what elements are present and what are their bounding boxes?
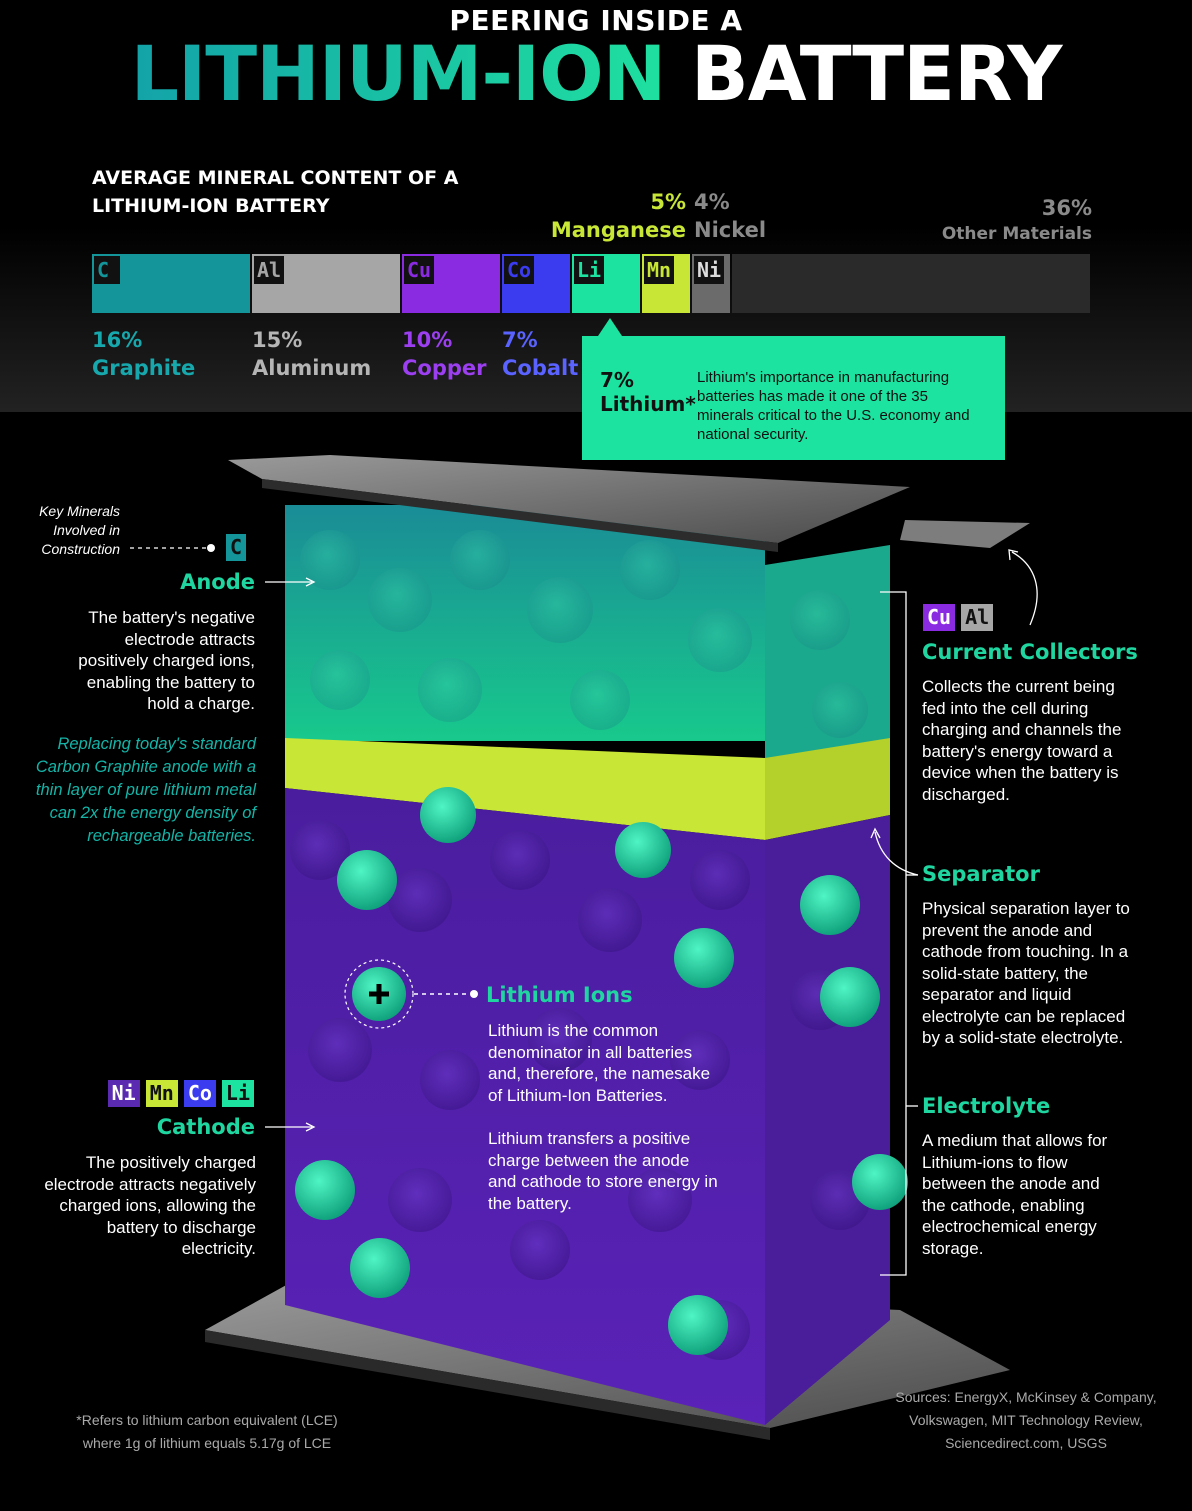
bar-segment-copper: Cu <box>402 254 500 313</box>
key-minerals-label: Key Minerals Involved in Construction <box>39 503 120 557</box>
battery-illustration <box>130 455 1038 1440</box>
callout-arrow <box>598 318 622 336</box>
mineral-name: Manganese <box>550 218 686 242</box>
element-chip-ni: Ni <box>107 1080 140 1107</box>
current-collector-tab <box>900 520 1030 548</box>
bar-segment-graphite: C <box>92 254 250 313</box>
lithium-ions-text-1: Lithium is the common denominator in all… <box>488 1021 711 1105</box>
title-part-2: BATTERY <box>690 29 1063 118</box>
element-chip-cu: Cu <box>923 604 956 631</box>
battery-top-edge <box>262 479 778 552</box>
mineral-bar: C 16% Graphite Al 15% Aluminum Cu 10% Copper Co 7%… <box>0 0 1192 412</box>
cathode-side <box>765 815 890 1425</box>
cathode-chips: Ni Mn Co Li <box>104 1080 260 1107</box>
title-kicker: PEERING INSIDE A <box>449 4 743 37</box>
mineral-percent: 7% <box>502 328 538 352</box>
anode-layer <box>285 505 765 741</box>
element-chip-li: Li <box>221 1080 254 1107</box>
mineral-percent: 4% <box>694 190 730 214</box>
plus-icon <box>369 984 389 1004</box>
highlight-ring <box>344 959 414 1029</box>
footnote: *Refers to lithium carbon equivalent (LC… <box>76 1412 338 1451</box>
mineral-name: Graphite <box>92 356 196 380</box>
element-symbol: Al <box>254 256 285 284</box>
mineral-label: 15% Aluminum <box>252 326 371 382</box>
mineral-label: 36% Other Materials <box>942 196 1092 246</box>
collectors-heading: Current Collectors <box>922 640 1138 664</box>
separator-arrow <box>874 831 919 876</box>
separator-heading: Separator <box>922 862 1040 886</box>
mineral-percent: 36% <box>1041 196 1092 220</box>
mineral-label: 7% Cobalt <box>502 326 578 382</box>
cathode-description: The positively charged electrode attract… <box>44 1153 256 1258</box>
lithium-ion-particles <box>295 787 908 1355</box>
separator-description: Physical separation layer to prevent the… <box>922 899 1130 1047</box>
bar-segment-nickel: Ni <box>692 254 730 313</box>
ion-leader-dot <box>470 990 478 998</box>
lithium-callout-text: Lithium's importance in manufacturing ba… <box>697 369 970 443</box>
lithium-ions-text-2: Lithium transfers a positive charge betw… <box>488 1129 718 1213</box>
element-chip-al: Al <box>961 604 994 631</box>
mineral-percent: 10% <box>402 328 453 352</box>
mineral-name: Other Materials <box>941 224 1092 244</box>
title-part-1: LITHIUM-ION <box>130 29 667 118</box>
bar-segment-other-materials <box>732 254 1090 313</box>
lithium-callout: 7% Lithium* Lithium's importance in manuf… <box>582 336 1005 460</box>
anode-heading: Anode <box>180 570 255 594</box>
collector-arrow <box>1011 551 1038 626</box>
separator-layer <box>285 738 765 840</box>
mineral-percent: 5% <box>650 190 686 214</box>
anode-particles <box>300 530 868 738</box>
element-symbol: Co <box>504 256 535 284</box>
right-bracket <box>880 591 907 1276</box>
element-symbol: Li <box>574 256 605 284</box>
mineral-label: 10% Copper <box>402 326 487 382</box>
electrolyte-heading: Electrolyte <box>922 1094 1051 1118</box>
lithium-callout-percent: 7% <box>600 368 634 392</box>
electrolyte-description: A medium that allows for Lithium-ions to… <box>922 1131 1108 1258</box>
anode-note: Replacing today's standard Carbon Graphi… <box>35 735 256 845</box>
mineral-label: 4% Nickel <box>694 188 766 244</box>
mineral-percent: 16% <box>92 328 143 352</box>
element-symbol: C <box>94 256 120 284</box>
chart-subtitle: AVERAGE MINERAL CONTENT OF A LITHIUM-ION… <box>92 167 459 217</box>
mineral-name: Aluminum <box>252 356 372 380</box>
mineral-name: Copper <box>402 356 487 380</box>
lithium-callout-label: 7% Lithium* <box>600 368 696 416</box>
element-chip-co: Co <box>183 1080 216 1107</box>
element-symbol: Ni <box>694 256 725 284</box>
cathode-particles <box>290 820 870 1360</box>
sources: Sources: EnergyX, McKinsey & Company, Vo… <box>895 1389 1157 1451</box>
anode-chip: C <box>226 534 247 561</box>
bar-segment-cobalt: Co <box>502 254 570 313</box>
element-chip-mn: Mn <box>145 1080 178 1107</box>
mineral-label: 16% Graphite <box>92 326 195 382</box>
separator-side <box>765 738 890 840</box>
battery-top-plate <box>228 455 910 543</box>
mineral-percent: 15% <box>252 328 303 352</box>
anode-chip-wrap: C <box>226 534 247 561</box>
battery-base-edge <box>205 1330 770 1440</box>
mineral-label: 5% Manganese <box>551 188 686 244</box>
cathode-heading: Cathode <box>156 1115 255 1139</box>
element-symbol: Mn <box>644 256 675 284</box>
bar-segment-aluminum: Al <box>252 254 400 313</box>
lithium-ions-heading: Lithium Ions <box>486 983 633 1007</box>
lithium-callout-name: Lithium* <box>600 392 696 416</box>
collectors-description: Collects the current being fed into the … <box>922 677 1122 804</box>
bar-segment-manganese: Mn <box>642 254 690 313</box>
anode-description: The battery's negative electrode attract… <box>78 608 255 713</box>
mineral-name: Cobalt <box>502 356 579 380</box>
mineral-name: Nickel <box>694 218 767 242</box>
collector-chips: Cu Al <box>923 604 999 631</box>
element-symbol: Cu <box>404 256 435 284</box>
page-title: LITHIUM-ION BATTERY <box>0 36 1192 112</box>
bar-segment-lithium: Li <box>572 254 640 313</box>
